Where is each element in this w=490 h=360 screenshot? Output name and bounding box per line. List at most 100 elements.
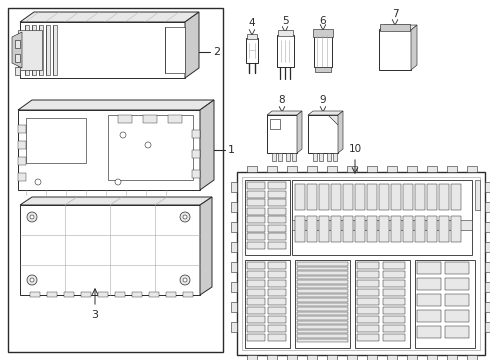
Bar — [247, 271, 265, 278]
Bar — [295, 216, 305, 242]
Bar — [183, 292, 193, 297]
Bar — [319, 216, 329, 242]
Bar — [485, 222, 490, 232]
Bar — [247, 166, 257, 172]
Bar — [445, 262, 469, 274]
Bar — [268, 316, 286, 323]
Circle shape — [27, 275, 37, 285]
Bar — [247, 199, 265, 206]
Bar — [247, 280, 265, 287]
Bar — [383, 280, 405, 287]
Bar — [387, 355, 397, 360]
Bar — [292, 220, 472, 230]
Bar — [327, 153, 331, 161]
Text: 9: 9 — [319, 95, 326, 105]
Bar — [278, 30, 293, 36]
Polygon shape — [20, 22, 185, 78]
Bar — [485, 302, 490, 312]
Bar — [192, 130, 200, 138]
Bar — [268, 271, 286, 278]
Bar — [439, 184, 449, 210]
Polygon shape — [328, 115, 338, 125]
Bar — [247, 242, 265, 248]
Bar — [427, 166, 437, 172]
Bar — [247, 262, 265, 269]
Circle shape — [180, 275, 190, 285]
Bar — [347, 166, 357, 172]
Bar — [331, 216, 341, 242]
Bar — [447, 355, 457, 360]
Bar — [307, 184, 317, 210]
Polygon shape — [308, 111, 343, 115]
Bar — [357, 316, 379, 323]
Bar — [297, 262, 348, 266]
Bar — [297, 280, 348, 284]
Bar — [297, 320, 348, 324]
Bar — [268, 325, 286, 332]
Bar — [383, 325, 405, 332]
Bar — [278, 153, 282, 161]
Bar — [231, 322, 237, 332]
Bar — [297, 275, 348, 279]
Bar — [231, 222, 237, 232]
Bar — [272, 153, 276, 161]
Bar — [247, 216, 265, 223]
Circle shape — [180, 212, 190, 222]
Text: 8: 8 — [279, 95, 285, 105]
Polygon shape — [411, 25, 417, 70]
Bar — [287, 166, 297, 172]
Bar — [18, 173, 26, 181]
Bar — [268, 280, 286, 287]
Bar — [367, 216, 377, 242]
Bar — [295, 260, 350, 348]
Bar — [64, 292, 74, 297]
Polygon shape — [200, 100, 214, 190]
Text: 2: 2 — [213, 47, 220, 57]
Circle shape — [35, 179, 41, 185]
Bar — [268, 289, 286, 296]
Bar — [445, 294, 469, 306]
Bar — [168, 115, 182, 123]
Circle shape — [183, 215, 187, 219]
Bar — [98, 292, 108, 297]
Bar — [297, 325, 348, 328]
Bar — [357, 298, 379, 305]
Bar — [467, 355, 477, 360]
Bar — [403, 184, 413, 210]
Bar — [407, 166, 417, 172]
Polygon shape — [20, 205, 200, 295]
Bar — [445, 278, 469, 290]
Bar — [297, 293, 348, 297]
Bar — [355, 216, 365, 242]
Circle shape — [183, 278, 187, 282]
Bar — [231, 302, 237, 312]
Circle shape — [145, 142, 151, 148]
Bar — [387, 166, 397, 172]
Bar — [445, 310, 469, 322]
Bar — [403, 216, 413, 242]
Bar — [355, 184, 365, 210]
Bar — [417, 278, 441, 290]
Bar — [8, 8, 223, 352]
Bar — [485, 202, 490, 212]
Bar — [297, 289, 348, 292]
Bar — [297, 334, 348, 338]
Bar — [247, 225, 265, 231]
Bar — [245, 260, 290, 348]
Bar — [18, 157, 26, 165]
Bar — [297, 311, 348, 315]
Text: 1: 1 — [228, 145, 235, 155]
Bar — [192, 150, 200, 158]
Bar — [118, 115, 132, 123]
Polygon shape — [20, 197, 212, 205]
Circle shape — [30, 215, 34, 219]
Bar — [297, 307, 348, 310]
Bar — [383, 262, 405, 269]
Bar — [447, 166, 457, 172]
Bar — [383, 334, 405, 341]
Bar — [485, 322, 490, 332]
Polygon shape — [165, 27, 185, 73]
Bar — [268, 207, 286, 215]
Bar — [242, 177, 480, 350]
Bar — [313, 29, 333, 37]
